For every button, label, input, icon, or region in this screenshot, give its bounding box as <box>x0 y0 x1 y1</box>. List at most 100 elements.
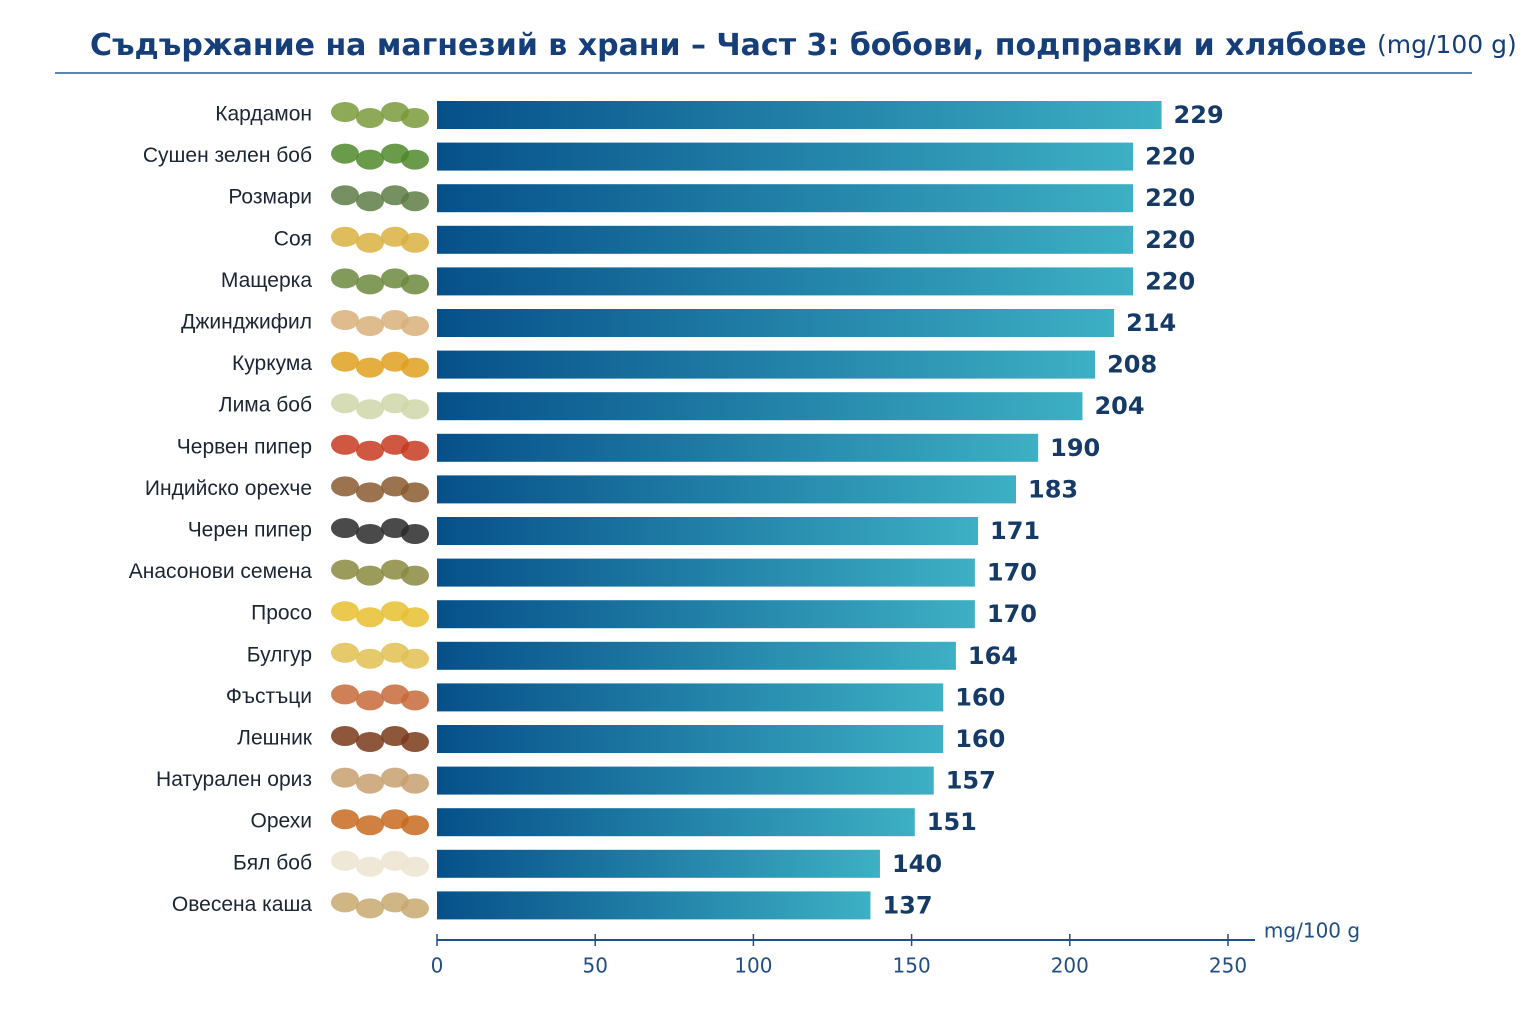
value-label: 214 <box>1126 309 1176 337</box>
food-icon <box>331 268 359 289</box>
food-icon <box>331 102 359 122</box>
food-icon <box>401 274 429 295</box>
value-label: 204 <box>1094 392 1144 420</box>
food-icon <box>331 434 359 455</box>
category-label: Лешник <box>237 727 313 750</box>
food-icon <box>331 310 359 330</box>
food-icon <box>356 274 384 295</box>
food-icon <box>401 399 429 420</box>
value-label: 140 <box>892 850 942 878</box>
bar <box>437 142 1134 171</box>
value-label: 183 <box>1028 475 1078 503</box>
category-label: Просо <box>251 602 312 625</box>
food-icon <box>331 559 359 580</box>
value-label: 220 <box>1145 184 1195 212</box>
food-icon <box>331 518 359 538</box>
bar <box>437 101 1162 129</box>
food-icon <box>331 684 359 705</box>
category-label: Овесена каша <box>172 893 312 916</box>
food-icon <box>331 393 359 414</box>
bar <box>437 433 1039 462</box>
category-label: Куркума <box>232 352 312 375</box>
bar <box>437 184 1134 213</box>
bar <box>437 600 975 629</box>
value-label: 164 <box>968 642 1018 670</box>
food-icon <box>331 476 359 497</box>
category-label: Черен пипер <box>188 519 312 542</box>
food-icon <box>356 316 384 336</box>
food-icon <box>401 898 429 919</box>
category-label: Орехи <box>251 810 312 833</box>
x-tick-label: 250 <box>1209 954 1247 978</box>
chart-title: Съдържание на магнезий в храни – Част 3:… <box>90 28 1517 63</box>
bar <box>437 641 956 670</box>
x-tick-label: 100 <box>734 954 772 978</box>
bar <box>437 558 975 587</box>
category-label: Лима боб <box>219 394 312 417</box>
food-icon <box>356 565 384 586</box>
value-label: 208 <box>1107 351 1157 379</box>
category-label: Натурален ориз <box>156 768 312 791</box>
food-icon <box>356 607 384 628</box>
title-unit: (mg/100 g) <box>1377 30 1517 59</box>
bar <box>437 683 944 712</box>
food-icon <box>331 601 359 622</box>
value-label: 151 <box>927 808 977 836</box>
value-label: 190 <box>1050 434 1100 462</box>
category-label: Индийско орехче <box>145 477 312 500</box>
food-icon <box>401 690 429 711</box>
food-icon <box>401 856 429 877</box>
food-icon <box>356 108 384 128</box>
category-label: Кардамон <box>215 103 312 126</box>
category-label: Анасонови семена <box>129 560 313 583</box>
food-icon <box>331 892 359 913</box>
title-text: Съдържание на магнезий в храни – Част 3:… <box>90 28 1367 63</box>
food-icon <box>401 149 429 170</box>
category-label: Джинджифил <box>181 311 312 334</box>
category-label: Соя <box>274 227 312 250</box>
food-icon <box>356 773 384 794</box>
food-icon <box>356 690 384 711</box>
food-icon <box>356 732 384 752</box>
food-icon <box>356 524 384 544</box>
food-icon <box>331 767 359 788</box>
food-icon <box>331 226 359 247</box>
food-icon <box>331 726 359 746</box>
food-icon <box>356 191 384 212</box>
value-label: 160 <box>955 725 1005 753</box>
x-axis-label: mg/100 g <box>1264 919 1360 943</box>
food-icon <box>331 185 359 206</box>
food-icon <box>356 648 384 669</box>
food-icon <box>401 316 429 336</box>
value-label: 137 <box>882 891 932 919</box>
food-icon <box>401 732 429 752</box>
bar <box>437 725 944 753</box>
food-icon <box>356 482 384 503</box>
food-icon <box>401 815 429 836</box>
food-icon <box>401 191 429 212</box>
food-icon <box>401 648 429 669</box>
category-label: Сушен зелен боб <box>143 144 312 167</box>
food-icon <box>331 850 359 871</box>
food-icon <box>401 565 429 586</box>
food-icon <box>401 232 429 253</box>
bar <box>437 808 915 837</box>
food-icon <box>356 898 384 919</box>
category-label: Мащерка <box>221 269 312 292</box>
bar <box>437 766 934 795</box>
food-icon <box>401 524 429 544</box>
x-tick-label: 50 <box>582 954 607 978</box>
category-label: Розмари <box>228 186 312 209</box>
x-tick-label: 0 <box>431 954 444 978</box>
food-icon <box>356 399 384 420</box>
food-icon <box>401 607 429 628</box>
value-label: 220 <box>1145 143 1195 171</box>
bar <box>437 849 880 878</box>
food-icon <box>401 108 429 128</box>
food-icon <box>331 351 359 372</box>
value-label: 220 <box>1145 267 1195 295</box>
food-icon <box>401 482 429 503</box>
value-label: 170 <box>987 559 1037 587</box>
bar <box>437 309 1115 337</box>
bar <box>437 891 871 920</box>
